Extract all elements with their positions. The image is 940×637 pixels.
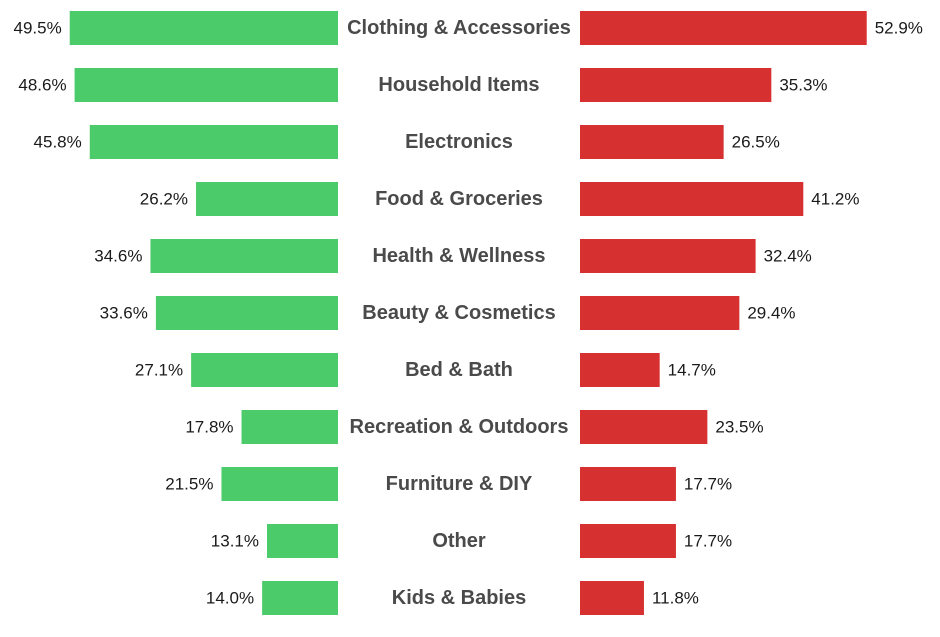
category-label: Electronics [405, 131, 513, 153]
left-value-label: 45.8% [34, 133, 82, 152]
left-bar [150, 239, 338, 273]
value-labels: 49.5% 52.9% 48.6% 35.3% 45.8% 26.5% 26.2% 41.2%… [14, 19, 923, 608]
left-value-label: 33.6% [100, 304, 148, 323]
left-bar [89, 125, 338, 159]
right-bar [580, 296, 740, 330]
left-value-label: 17.8% [185, 418, 233, 437]
right-bar [580, 467, 676, 501]
right-value-label: 26.5% [732, 133, 780, 152]
category-label: Clothing & Accessories [347, 17, 571, 39]
right-value-label: 41.2% [811, 190, 859, 209]
left-bar [155, 296, 338, 330]
category-label: Food & Groceries [375, 188, 543, 210]
right-bar [580, 239, 756, 273]
category-label: Other [432, 530, 486, 552]
left-value-label: 13.1% [211, 532, 259, 551]
right-bar [580, 353, 660, 387]
category-label: Kids & Babies [392, 587, 526, 609]
left-value-label: 49.5% [14, 19, 62, 38]
right-bar [580, 125, 724, 159]
left-bar [241, 410, 338, 444]
left-value-label: 34.6% [94, 247, 142, 266]
left-bar [74, 68, 338, 102]
category-label: Health & Wellness [372, 245, 545, 267]
right-value-label: 32.4% [764, 247, 812, 266]
right-series-bars [580, 11, 867, 615]
category-label: Household Items [378, 74, 539, 96]
category-label: Recreation & Outdoors [350, 416, 569, 438]
right-value-label: 35.3% [779, 76, 827, 95]
left-bar [262, 581, 338, 615]
left-bar [195, 182, 338, 216]
category-label: Furniture & DIY [386, 473, 533, 495]
left-bar [191, 353, 338, 387]
right-bar [580, 182, 804, 216]
right-value-label: 23.5% [715, 418, 763, 437]
left-value-label: 48.6% [18, 76, 66, 95]
left-value-label: 21.5% [165, 475, 213, 494]
left-value-label: 14.0% [206, 589, 254, 608]
right-value-label: 17.7% [684, 475, 732, 494]
left-value-label: 27.1% [135, 361, 183, 380]
right-value-label: 52.9% [875, 19, 923, 38]
category-labels: Clothing & Accessories Household Items Ele… [347, 17, 571, 609]
left-value-label: 26.2% [140, 190, 188, 209]
right-value-label: 11.8% [652, 589, 699, 608]
left-bar [69, 11, 339, 45]
left-bar [266, 524, 338, 558]
right-value-label: 29.4% [747, 304, 795, 323]
right-bar [580, 581, 644, 615]
category-label: Beauty & Cosmetics [362, 302, 555, 324]
right-value-label: 14.7% [668, 361, 716, 380]
right-bar [580, 410, 708, 444]
right-value-label: 17.7% [684, 532, 732, 551]
right-bar [580, 68, 772, 102]
category-label: Bed & Bath [405, 359, 513, 381]
left-series-bars [69, 11, 339, 615]
right-bar [580, 11, 867, 45]
left-bar [221, 467, 338, 501]
right-bar [580, 524, 676, 558]
